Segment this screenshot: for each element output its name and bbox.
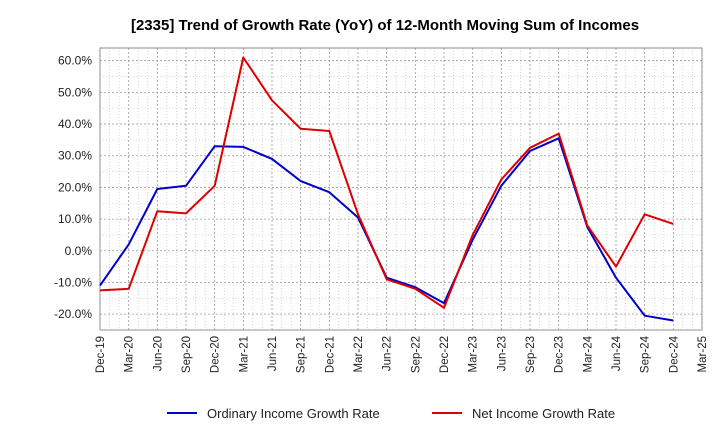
x-tick-label: Jun-22 bbox=[382, 336, 394, 371]
series-line-2 bbox=[99, 56, 674, 309]
y-tick-label: 20.0% bbox=[58, 180, 92, 194]
x-tick-label: Mar-25 bbox=[697, 336, 709, 372]
y-tick-label: 0.0% bbox=[65, 244, 93, 258]
x-tick-label: Sep-24 bbox=[640, 335, 652, 373]
x-tick-label: Sep-20 bbox=[181, 336, 193, 373]
legend-label-1: Ordinary Income Growth Rate bbox=[207, 406, 380, 421]
x-tick-label: Jun-24 bbox=[611, 335, 623, 371]
x-tick-label: Jun-21 bbox=[267, 336, 279, 371]
y-tick-label: 50.0% bbox=[58, 85, 92, 99]
legend-label-2: Net Income Growth Rate bbox=[472, 406, 615, 421]
grid bbox=[99, 47, 703, 331]
y-tick-label: 40.0% bbox=[58, 117, 92, 131]
x-tick-label: Mar-20 bbox=[124, 336, 136, 372]
x-tick-label: Mar-23 bbox=[468, 336, 480, 372]
x-tick-label: Mar-24 bbox=[582, 335, 594, 372]
y-tick-label: -10.0% bbox=[54, 275, 92, 289]
x-tick-label: Dec-23 bbox=[554, 336, 566, 373]
x-tick-label: Dec-20 bbox=[210, 336, 222, 373]
y-tick-label: 30.0% bbox=[58, 149, 92, 163]
x-tick-label: Jun-23 bbox=[496, 336, 508, 371]
x-tick-label: Sep-22 bbox=[410, 336, 422, 373]
x-tick-label: Dec-21 bbox=[324, 336, 336, 373]
x-tick-label: Dec-24 bbox=[668, 335, 680, 373]
legend: Ordinary Income Growth Rate Net Income Gr… bbox=[167, 406, 615, 421]
y-tick-label: -20.0% bbox=[54, 307, 92, 321]
y-tick-label: 60.0% bbox=[58, 54, 92, 68]
x-tick-label: Mar-22 bbox=[353, 336, 365, 372]
chart-title: [2335] Trend of Growth Rate (YoY) of 12-… bbox=[131, 17, 639, 34]
x-tick-label: Sep-21 bbox=[296, 336, 308, 373]
plot-area bbox=[99, 47, 703, 331]
y-tick-label: 10.0% bbox=[58, 212, 92, 226]
x-tick-label: Mar-21 bbox=[238, 336, 250, 372]
x-tick-label: Dec-19 bbox=[95, 336, 107, 373]
axes: 60.0% 50.0% 40.0% 30.0% 20.0% 10.0% 0.0% -10.0%… bbox=[54, 54, 709, 373]
series-lines bbox=[99, 56, 674, 322]
x-tick-label: Jun-20 bbox=[152, 336, 164, 371]
x-tick-label: Sep-23 bbox=[525, 336, 537, 373]
x-tick-label: Dec-22 bbox=[439, 336, 451, 373]
